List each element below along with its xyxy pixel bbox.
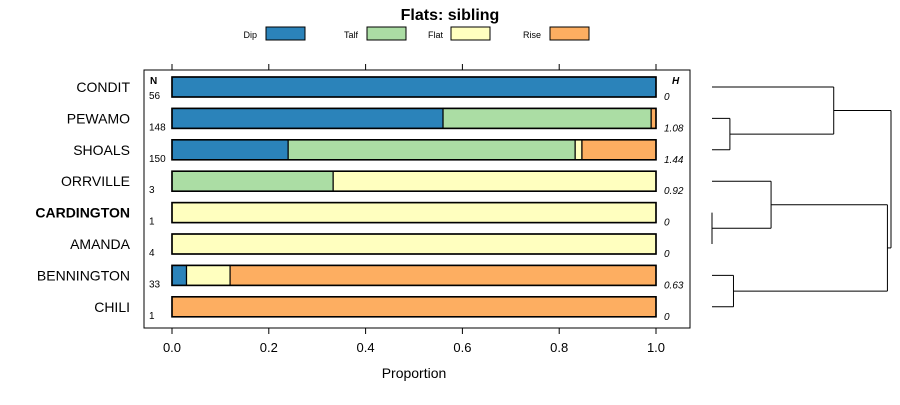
bar-rows: CONDIT 56 0 PEWAMO 148 1.08 SHOALS 150 1.44 ORRVI… <box>35 76 684 323</box>
x-axis-label: Proportion <box>382 365 447 381</box>
legend: Dip Talf Flat Rise <box>243 26 590 41</box>
x-tick-label: 0.8 <box>550 340 568 355</box>
x-axis: 0.0 0.2 0.4 0.6 0.8 1.0 <box>163 64 665 355</box>
bar-segment-flat <box>185 264 231 286</box>
row-label: PEWAMO <box>67 110 130 126</box>
row-label: CHILI <box>94 299 130 315</box>
legend-swatch-flat <box>450 26 491 41</box>
h-column-header: H <box>672 76 680 87</box>
legend-swatch-talf <box>366 26 407 41</box>
bar-outline <box>171 76 657 98</box>
row-h-value: 1.44 <box>664 155 684 166</box>
bar-segment-talf <box>171 170 334 192</box>
row-h-value: 0 <box>664 312 670 323</box>
bar-outline <box>171 139 657 161</box>
row-label: SHOALS <box>73 142 130 158</box>
x-tick-label: 0.6 <box>453 340 471 355</box>
row-n-value: 148 <box>149 122 166 133</box>
legend-label-flat: Flat <box>428 30 444 40</box>
row-h-value: 1.08 <box>664 123 684 134</box>
bar-segment-flat <box>171 233 657 255</box>
legend-label-dip: Dip <box>243 30 257 40</box>
row-h-value: 0.92 <box>664 186 684 197</box>
bar-outline <box>171 264 657 287</box>
bar-outline <box>171 295 657 318</box>
bar-segment-flat <box>171 202 657 224</box>
row-n-value: 150 <box>149 154 166 165</box>
bar-segment-rise <box>229 264 657 286</box>
row-n-value: 1 <box>149 311 155 322</box>
legend-swatch-rise <box>549 26 590 41</box>
bar-outline <box>171 201 657 224</box>
bar-outline <box>171 107 657 130</box>
x-tick-label: 0.2 <box>260 340 278 355</box>
bar-segment-rise <box>581 139 657 161</box>
bar-outline <box>171 233 657 255</box>
row-n-value: 1 <box>149 217 155 228</box>
plot-frame <box>143 69 691 329</box>
row-n-value: 4 <box>149 248 155 259</box>
row-n-value: 33 <box>149 279 161 290</box>
row-n-value: 3 <box>149 185 155 196</box>
x-tick-label: 1.0 <box>647 340 665 355</box>
bar-segment-flat <box>574 139 583 161</box>
bar-outline <box>171 170 657 192</box>
bar-segment-dip <box>171 76 657 98</box>
legend-swatch-dip <box>265 26 306 41</box>
row-n-value: 56 <box>149 91 161 102</box>
legend-label-talf: Talf <box>344 30 359 40</box>
row-label: CARDINGTON <box>35 205 130 221</box>
n-column-header: N <box>150 76 157 87</box>
row-h-value: 0 <box>664 249 670 260</box>
row-label: AMANDA <box>70 236 131 252</box>
bar-segment-dip <box>171 139 289 161</box>
row-label: CONDIT <box>76 79 130 95</box>
bar-segment-dip <box>171 107 444 130</box>
bar-segment-dip <box>171 264 188 286</box>
bar-segment-talf <box>442 107 652 130</box>
row-label: BENNINGTON <box>37 267 130 283</box>
row-h-value: 0 <box>664 218 670 229</box>
row-h-value: 0.63 <box>664 280 684 291</box>
dendrogram <box>711 86 892 308</box>
x-tick-label: 0.4 <box>357 340 375 355</box>
bar-segment-rise <box>171 296 657 318</box>
x-tick-label: 0.0 <box>163 340 181 355</box>
chart-title: Flats: sibling <box>401 7 500 24</box>
legend-label-rise: Rise <box>523 30 541 40</box>
row-label: ORRVILLE <box>61 173 130 189</box>
bar-segment-talf <box>287 139 576 161</box>
row-h-value: 0 <box>664 92 670 103</box>
bar-segment-flat <box>332 170 657 192</box>
